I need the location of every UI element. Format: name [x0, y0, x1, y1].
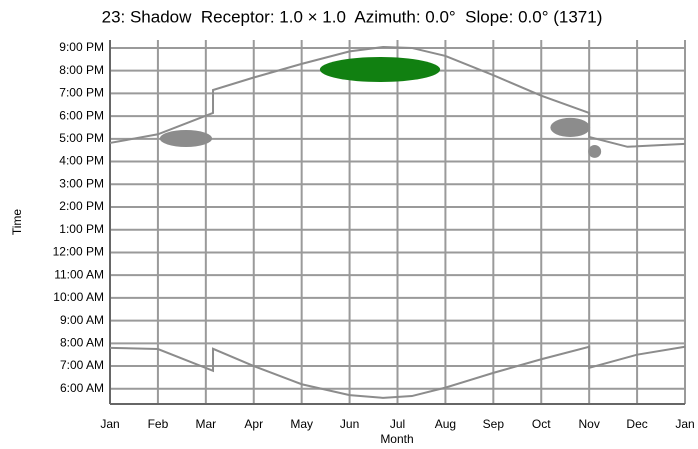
shadow-area — [588, 144, 602, 158]
y-tick-label: 11:00 AM — [54, 267, 104, 281]
shadow-area — [159, 129, 213, 148]
x-tick-label: Jul — [390, 417, 405, 431]
x-tick-label: Jan — [100, 417, 119, 431]
y-tick-label: 9:00 PM — [59, 40, 104, 54]
y-tick-label: 7:00 PM — [59, 86, 104, 100]
shadow-area — [550, 117, 591, 138]
x-tick-label: Dec — [626, 417, 647, 431]
x-tick-label: Apr — [244, 417, 263, 431]
y-tick-label: 8:00 AM — [60, 336, 104, 350]
x-tick-label: Jun — [340, 417, 359, 431]
line — [109, 345, 686, 399]
y-tick-label: 4:00 PM — [59, 154, 104, 168]
y-tick-label: 6:00 PM — [59, 108, 104, 122]
x-tick-label: Jan — [675, 417, 694, 431]
y-tick-label: 8:00 PM — [59, 63, 104, 77]
y-tick-label: 6:00 AM — [60, 381, 104, 395]
x-tick-label: Nov — [578, 417, 599, 431]
chart-title: 23: Shadow Receptor: 1.0 × 1.0 Azimuth: … — [102, 7, 603, 26]
y-axis-label: Time — [10, 209, 24, 236]
x-tick-label: Mar — [195, 417, 216, 431]
x-tick-label: Feb — [148, 417, 169, 431]
y-tick-label: 1:00 PM — [59, 222, 104, 236]
line — [109, 46, 686, 148]
shadow-area — [319, 57, 441, 83]
y-tick-label: 12:00 PM — [53, 245, 104, 259]
x-tick-label: Sep — [483, 417, 505, 431]
y-tick-label: 10:00 AM — [53, 290, 104, 304]
x-tick-label: Oct — [532, 417, 551, 431]
x-tick-label: Aug — [435, 417, 456, 431]
y-tick-label: 2:00 PM — [59, 199, 104, 213]
y-tick-label: 9:00 AM — [60, 313, 104, 327]
x-axis-label: Month — [380, 432, 413, 446]
y-tick-label: 7:00 AM — [60, 358, 104, 372]
x-tick-label: May — [290, 417, 313, 431]
y-tick-label: 3:00 PM — [59, 176, 104, 190]
y-tick-label: 5:00 PM — [59, 131, 104, 145]
